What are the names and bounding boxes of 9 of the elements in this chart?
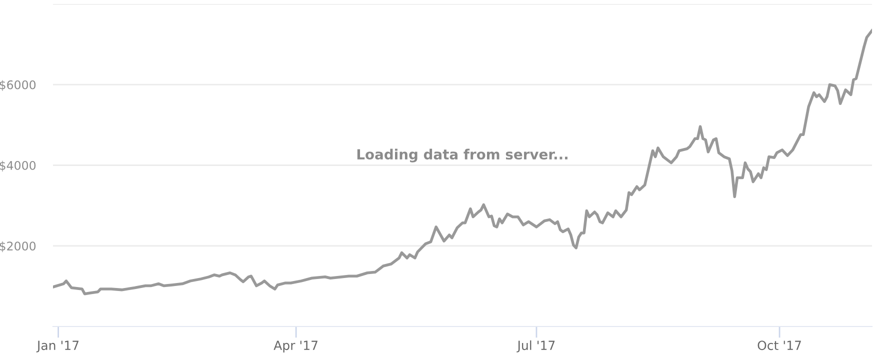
line-series <box>53 29 872 296</box>
x-tick-label: Jan '17 <box>36 340 79 352</box>
x-tick-label: Apr '17 <box>274 340 318 352</box>
y-tick-label: $4000 <box>0 160 36 172</box>
annotation: Loading data from server... <box>357 148 568 162</box>
x-tick-label: Jul '17 <box>516 340 555 352</box>
y-tick-label: $6000 <box>0 80 36 91</box>
x-tick-label: Oct '17 <box>758 340 801 350</box>
y-tick-label: $2000 <box>0 241 36 252</box>
